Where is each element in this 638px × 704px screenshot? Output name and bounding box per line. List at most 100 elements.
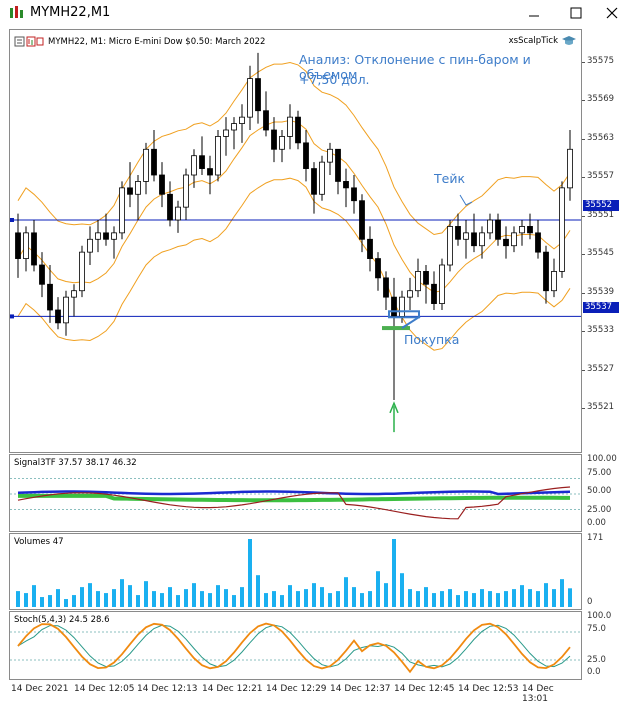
- buy-zone-marker: [382, 326, 410, 331]
- candle: [407, 277, 413, 310]
- chart-symbol-description: MYMH22, M1: Micro E-mini Dow $0.50: Marc…: [48, 36, 266, 47]
- candle: [519, 220, 525, 246]
- time-tick: 14 Dec 12:53: [458, 684, 519, 694]
- candle-body: [439, 264, 445, 304]
- candle-body: [407, 290, 413, 298]
- volume-bar: [24, 593, 28, 607]
- candle-body: [71, 290, 77, 298]
- window-title: MYMH22,M1: [30, 5, 111, 20]
- volume-tick: 171: [587, 533, 604, 543]
- lower-band: [17, 177, 571, 351]
- candle: [127, 162, 133, 208]
- candle: [527, 213, 533, 240]
- stochastic-label: Stoch(5,4,3) 24.5 28.6: [14, 615, 110, 625]
- indicator-header: xsScalpTick: [509, 35, 577, 47]
- candle-body: [247, 78, 253, 118]
- candle: [559, 181, 565, 278]
- candle-body: [495, 219, 501, 240]
- volume-bar: [152, 591, 156, 607]
- candle-body: [15, 232, 21, 259]
- candle: [487, 213, 493, 240]
- volume-bar: [384, 583, 388, 607]
- candle-body: [279, 136, 285, 150]
- candle-body: [23, 232, 29, 259]
- time-tick: 14 Dec 13:01: [522, 684, 554, 704]
- volume-bar: [168, 587, 172, 607]
- volume-bar: [480, 589, 484, 607]
- candle-body: [183, 174, 189, 208]
- candle-body: [551, 271, 557, 292]
- candle-body: [543, 251, 549, 292]
- volume-bar: [256, 575, 260, 607]
- candle-body: [191, 155, 197, 176]
- candle-body: [151, 148, 157, 176]
- candle-body: [527, 226, 533, 234]
- signal-tick: 50.00: [587, 486, 612, 496]
- time-tick: 14 Dec 12:29: [266, 684, 327, 694]
- candle: [383, 271, 389, 310]
- upper-band: [17, 61, 571, 236]
- chart-toolbar-icons[interactable]: [14, 36, 44, 47]
- candle-body: [103, 232, 109, 240]
- volumes-pane[interactable]: Volumes 47: [9, 533, 582, 610]
- volume-bar: [136, 595, 140, 607]
- candle-body: [79, 251, 85, 292]
- volume-bar: [416, 591, 420, 607]
- candle-body: [391, 296, 397, 317]
- entry-box: [388, 310, 420, 319]
- candle-body: [31, 232, 37, 266]
- candle-body: [399, 296, 405, 317]
- graduation-cap-icon[interactable]: [561, 35, 577, 47]
- price-tick: 35575: [587, 56, 615, 66]
- volume-bar: [320, 587, 324, 607]
- candle: [375, 252, 381, 291]
- volume-bar: [72, 595, 76, 607]
- signal3tf-label: Signal3TF 37.57 38.17 46.32: [14, 458, 137, 468]
- volume-bar: [472, 593, 476, 607]
- time-axis: 14 Dec 2021 14 Dec 12:05 14 Dec 12:13 14…: [9, 680, 582, 704]
- volume-bar: [568, 588, 572, 607]
- candle-body: [47, 283, 53, 311]
- volume-bar: [144, 581, 148, 607]
- volume-bar: [56, 589, 60, 607]
- price-pane[interactable]: MYMH22, M1: Micro E-mini Dow $0.50: Marc…: [9, 29, 582, 453]
- up-arrow-icon: [389, 401, 399, 433]
- volume-bar: [544, 583, 548, 607]
- upper-line-handle: [10, 218, 14, 222]
- volume-bar: [112, 589, 116, 607]
- signal3tf-canvas: [10, 478, 581, 520]
- candle: [431, 271, 437, 310]
- volume-bar: [560, 579, 564, 607]
- price-tick: 35557: [587, 171, 615, 181]
- maximize-button[interactable]: [564, 2, 588, 24]
- volume-bar: [536, 591, 540, 607]
- candle: [295, 110, 301, 150]
- candle: [391, 277, 397, 400]
- candle: [47, 265, 53, 323]
- close-button[interactable]: [600, 2, 624, 24]
- price-chart-canvas[interactable]: [10, 30, 581, 452]
- candle-body: [303, 142, 309, 169]
- minimize-button[interactable]: [522, 2, 546, 24]
- volume-bar: [288, 585, 292, 607]
- volume-bar: [488, 591, 492, 607]
- candle: [303, 130, 309, 182]
- volume-bar: [296, 591, 300, 607]
- volume-bar: [248, 539, 252, 607]
- time-tick: 14 Dec 12:13: [137, 684, 198, 694]
- candle-body: [87, 238, 93, 253]
- volume-bar: [424, 587, 428, 607]
- signal3tf-pane[interactable]: Signal3TF 37.57 38.17 46.32: [9, 454, 582, 532]
- candle: [287, 104, 293, 150]
- volume-bar: [208, 593, 212, 607]
- volume-bar: [128, 585, 132, 607]
- candle: [343, 168, 349, 208]
- volume-bar: [440, 591, 444, 607]
- volume-bar: [80, 587, 84, 607]
- candle-body: [415, 271, 421, 292]
- candle: [87, 226, 93, 265]
- candle-body: [207, 168, 213, 176]
- candle: [183, 168, 189, 220]
- stochastic-pane[interactable]: Stoch(5,4,3) 24.5 28.6: [9, 611, 582, 680]
- candle: [263, 91, 269, 137]
